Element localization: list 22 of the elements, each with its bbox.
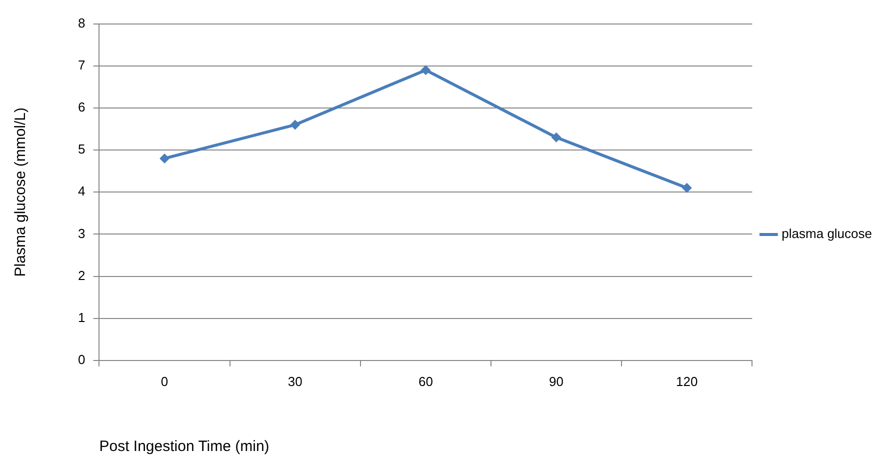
y-tick-label: 2 xyxy=(78,268,86,283)
x-tick-label: 120 xyxy=(676,374,698,389)
y-tick-label: 6 xyxy=(78,100,86,115)
point xyxy=(160,153,170,164)
x-tick-label: 30 xyxy=(288,374,302,389)
y-axis-title: Plasma glucose (mmol/L) xyxy=(12,107,30,277)
y-tick-label: 5 xyxy=(78,142,86,157)
x-axis-title: Post Ingestion Time (min) xyxy=(99,438,270,456)
legend-label: plasma glucose xyxy=(782,226,872,242)
y-tick-label: 0 xyxy=(78,352,86,367)
y-tick-label: 4 xyxy=(78,184,86,199)
point xyxy=(290,120,300,130)
point xyxy=(682,182,692,193)
y-tick-label: 7 xyxy=(78,57,86,72)
x-tick-label: 60 xyxy=(418,374,433,389)
point xyxy=(420,65,431,76)
y-tick-label: 3 xyxy=(78,226,86,241)
y-tick-label: 8 xyxy=(78,15,86,30)
y-tick-label: 1 xyxy=(78,310,86,325)
x-tick-label: 0 xyxy=(160,374,168,389)
x-tick-label: 90 xyxy=(549,374,564,389)
point xyxy=(551,132,562,142)
